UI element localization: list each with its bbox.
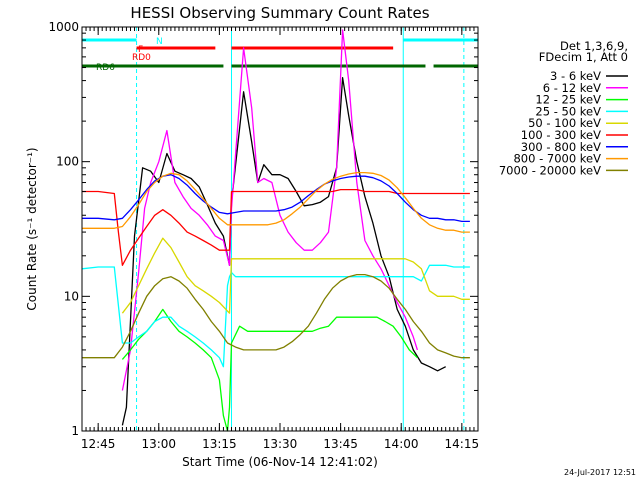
legend-label-800-7000-kev: 800 - 7000 keV xyxy=(513,152,601,166)
legend-label-100-300-kev: 100 - 300 keV xyxy=(521,128,601,142)
legend-label-7000-20000-kev: 7000 - 20000 keV xyxy=(499,163,601,177)
x-tick-label-13-30: 13:30 xyxy=(263,437,298,451)
legend-label-50-100-kev: 50 - 100 keV xyxy=(528,116,601,130)
x-tick-label-14-15: 14:15 xyxy=(445,437,480,451)
chart-title: HESSI Observing Summary Count Rates xyxy=(130,4,429,22)
plot-frame xyxy=(81,26,479,432)
legend-label-12-25-kev: 12 - 25 keV xyxy=(535,93,601,107)
legend-label-6-12-kev: 6 - 12 keV xyxy=(543,81,601,95)
y-axis-label: Count Rate (s⁻¹ detector⁻¹) xyxy=(25,147,39,310)
status-label-rd0: RD0 xyxy=(132,53,151,63)
status-label-rd6: RD6 xyxy=(96,63,115,73)
y-tick-label-1: 1 xyxy=(71,424,79,438)
series-line-7000-20000-kev xyxy=(82,273,470,359)
y-tick-label-1000: 1000 xyxy=(48,20,79,34)
legend-header-1: Det 1,3,6,9, xyxy=(560,39,628,53)
legend-header-2: FDecim 1, Att 0 xyxy=(539,50,628,64)
series-line-3-6-kev xyxy=(121,77,446,426)
y-tick-label-100: 100 xyxy=(56,155,79,169)
series-line-50-100-kev xyxy=(121,237,470,314)
x-axis-label: Start Time (06-Nov-14 12:41:02) xyxy=(182,455,378,469)
x-tick-label-13-15: 13:15 xyxy=(202,437,237,451)
series-line-800-7000-kev xyxy=(82,171,470,233)
series-line-12-25-kev xyxy=(121,308,418,432)
y-tick-label-10: 10 xyxy=(64,289,79,303)
series-line-25-50-kev xyxy=(81,264,470,368)
x-tick-label-13-00: 13:00 xyxy=(141,437,176,451)
status-label-f: F xyxy=(138,45,143,55)
series-line-6-12-kev xyxy=(121,29,419,391)
x-tick-label-14-00: 14:00 xyxy=(384,437,419,451)
footer-timestamp: 24-Jul-2017 12:51 xyxy=(564,468,636,477)
series-line-100-300-kev xyxy=(82,188,470,266)
legend-label-3-6-kev: 3 - 6 keV xyxy=(550,69,601,83)
status-label-n: N xyxy=(156,37,163,47)
legend-label-300-800-kev: 300 - 800 keV xyxy=(521,140,601,154)
axis-ticks: 1 10 100 1000 12:45 13:00 13:15 13:30 13:45 14:00… xyxy=(48,20,479,451)
x-tick-label-12-45: 12:45 xyxy=(81,437,116,451)
x-tick-label-13-45: 13:45 xyxy=(323,437,358,451)
legend-label-25-50-kev: 25 - 50 keV xyxy=(535,104,601,118)
